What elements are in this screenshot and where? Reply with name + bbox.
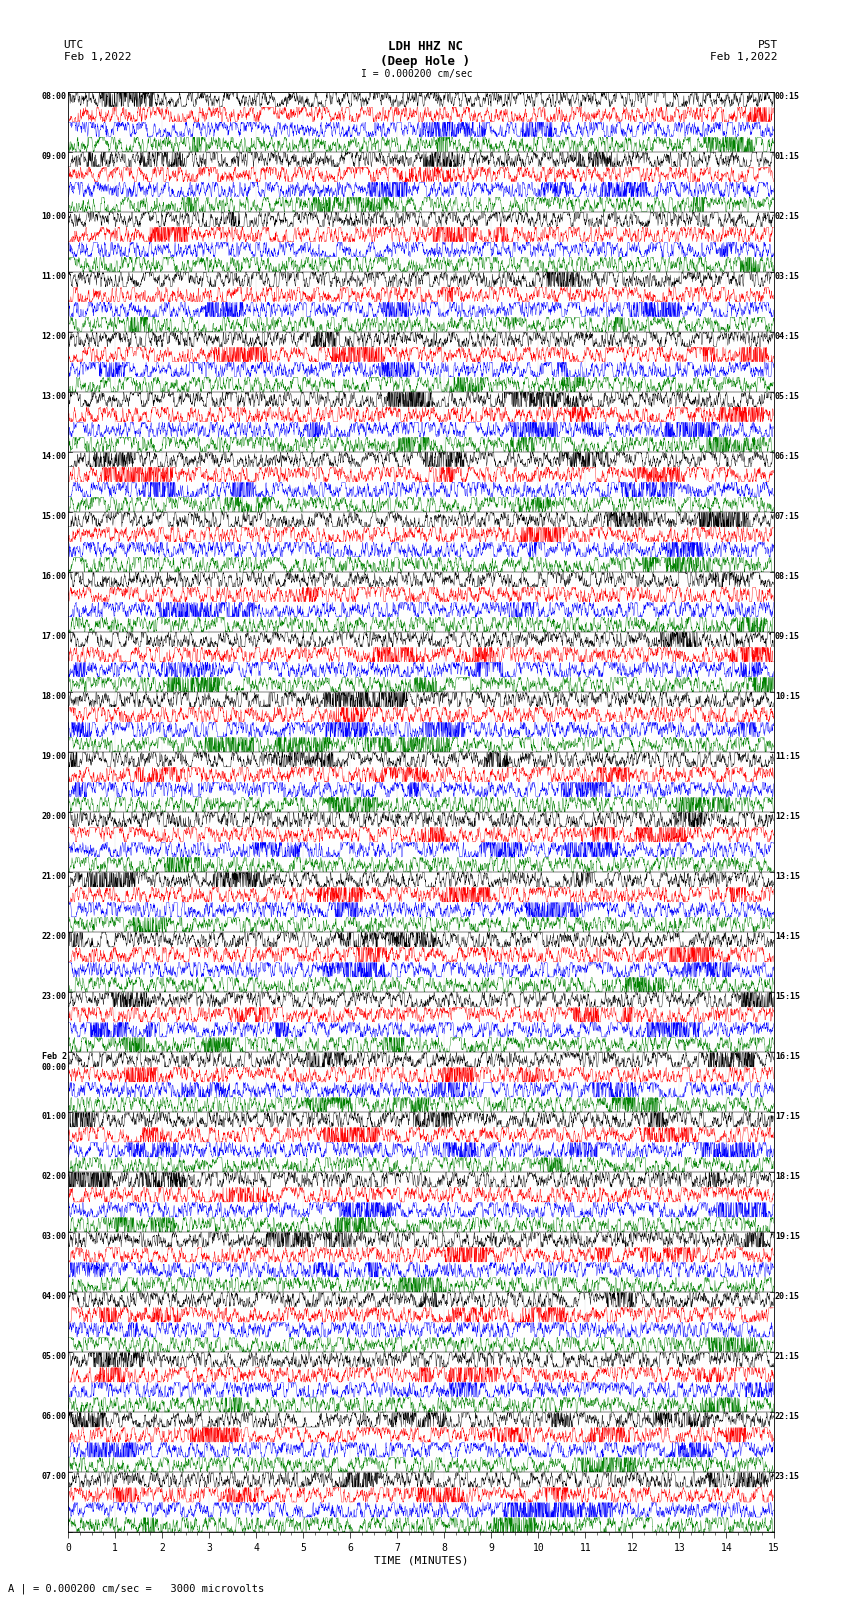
- Text: 23:00: 23:00: [42, 992, 66, 1002]
- Text: 03:00: 03:00: [42, 1232, 66, 1242]
- Text: A | = 0.000200 cm/sec =   3000 microvolts: A | = 0.000200 cm/sec = 3000 microvolts: [8, 1582, 264, 1594]
- Text: 15:15: 15:15: [775, 992, 800, 1002]
- Text: 03:15: 03:15: [775, 273, 800, 281]
- Text: 21:00: 21:00: [42, 873, 66, 881]
- Text: 10:15: 10:15: [775, 692, 800, 702]
- Text: UTC
Feb 1,2022: UTC Feb 1,2022: [64, 40, 131, 61]
- Text: 19:00: 19:00: [42, 752, 66, 761]
- Text: 20:00: 20:00: [42, 813, 66, 821]
- Text: 10:00: 10:00: [42, 211, 66, 221]
- Text: PST
Feb 1,2022: PST Feb 1,2022: [711, 40, 778, 61]
- X-axis label: TIME (MINUTES): TIME (MINUTES): [373, 1555, 468, 1566]
- Text: 19:15: 19:15: [775, 1232, 800, 1242]
- Text: 18:15: 18:15: [775, 1173, 800, 1181]
- Text: 18:00: 18:00: [42, 692, 66, 702]
- Text: 17:15: 17:15: [775, 1113, 800, 1121]
- Text: 05:15: 05:15: [775, 392, 800, 402]
- Text: 22:15: 22:15: [775, 1413, 800, 1421]
- Text: 06:15: 06:15: [775, 452, 800, 461]
- Text: 09:15: 09:15: [775, 632, 800, 640]
- Text: 00:15: 00:15: [775, 92, 800, 102]
- Text: LDH HHZ NC
(Deep Hole ): LDH HHZ NC (Deep Hole ): [380, 40, 470, 68]
- Text: Feb 2
00:00: Feb 2 00:00: [42, 1052, 66, 1071]
- Text: 23:15: 23:15: [775, 1473, 800, 1481]
- Text: 13:00: 13:00: [42, 392, 66, 402]
- Text: 11:00: 11:00: [42, 273, 66, 281]
- Text: 22:00: 22:00: [42, 932, 66, 940]
- Text: 21:15: 21:15: [775, 1352, 800, 1361]
- Text: 07:15: 07:15: [775, 511, 800, 521]
- Text: 08:15: 08:15: [775, 573, 800, 581]
- Text: 11:15: 11:15: [775, 752, 800, 761]
- Text: 20:15: 20:15: [775, 1292, 800, 1302]
- Text: 16:00: 16:00: [42, 573, 66, 581]
- Text: 15:00: 15:00: [42, 511, 66, 521]
- Text: 16:15: 16:15: [775, 1052, 800, 1061]
- Text: 02:15: 02:15: [775, 211, 800, 221]
- Text: 14:15: 14:15: [775, 932, 800, 940]
- Text: I = 0.000200 cm/sec: I = 0.000200 cm/sec: [360, 69, 473, 79]
- Text: 14:00: 14:00: [42, 452, 66, 461]
- Text: 12:15: 12:15: [775, 813, 800, 821]
- Text: 01:00: 01:00: [42, 1113, 66, 1121]
- Text: 05:00: 05:00: [42, 1352, 66, 1361]
- Text: 17:00: 17:00: [42, 632, 66, 640]
- Text: 01:15: 01:15: [775, 152, 800, 161]
- Text: 04:15: 04:15: [775, 332, 800, 340]
- Text: 04:00: 04:00: [42, 1292, 66, 1302]
- Text: 06:00: 06:00: [42, 1413, 66, 1421]
- Text: 12:00: 12:00: [42, 332, 66, 340]
- Text: 13:15: 13:15: [775, 873, 800, 881]
- Text: 08:00: 08:00: [42, 92, 66, 102]
- Text: 09:00: 09:00: [42, 152, 66, 161]
- Text: 07:00: 07:00: [42, 1473, 66, 1481]
- Text: 02:00: 02:00: [42, 1173, 66, 1181]
